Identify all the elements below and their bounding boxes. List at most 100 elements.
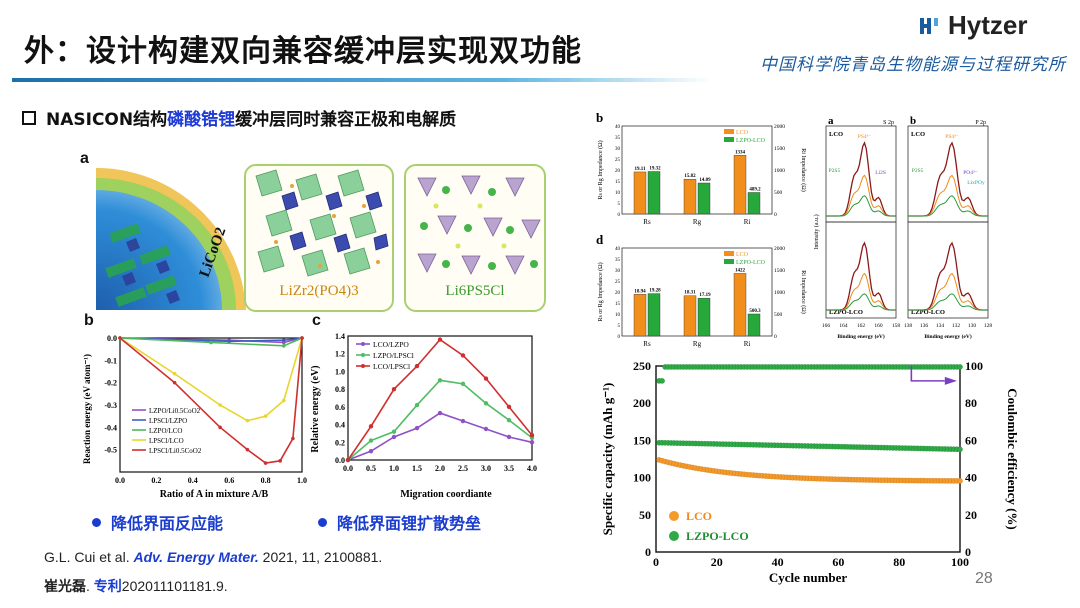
patent-number: 202011101181.9. [121,578,228,594]
lpscl-structure-box: Li6PS5Cl [404,164,546,312]
xps-bottom-fit [826,241,896,311]
xps-annotation: P2S5 [912,168,924,174]
xps-p2p-panel: b P 2p LCO LZPO-LCO PS4³⁻ P2S5 PO4³⁻ LixPOy 138 1… [904,112,993,350]
imp-ytick-left: 35 [615,258,621,263]
rx-point [118,336,122,340]
imp-legend-lzpo: LZPO-LCO [736,138,766,144]
xps-s2p-panel: a S 2p Intensity (a.u.) LCO LZPO-LCO PS4³⁻ P2S… [812,112,904,350]
imp-bar-label-lco: 1422 [735,268,746,273]
cyc-xtick: 60 [832,555,844,569]
xps-xtick: 132 [952,323,961,329]
xps-xtick: 164 [839,323,848,329]
imp-bar-label-lzpo: 500.3 [749,309,761,314]
imp-bar-lzpo [747,192,761,215]
cyc-legend-lco-marker [669,511,679,521]
imp-bar-label-lzpo: 489.2 [749,187,761,192]
imp-ytick-right: 2000 [774,124,785,130]
cyc-ytick-left: 150 [633,433,651,447]
imp-ytick-left: 30 [615,269,621,274]
bullet-suffix: 缓冲层同时兼容正极和电解质 [235,110,457,130]
lzpo-crystal-illustration [255,169,389,277]
mg-ytick: 0.0 [335,456,345,465]
mg-xtick: 2.5 [458,464,468,473]
xps-panel-label: a [828,115,834,127]
bullet-highlight: 磷酸锆锂 [167,110,236,130]
mg-point [460,353,466,358]
imp-bar-lzpo [647,171,661,215]
rx-point [291,436,295,441]
rx-ytick: -0.5 [104,446,117,455]
institute-name: 中国科学院青岛生物能源与过程研究所 [760,55,1066,75]
cyc-xtick: 20 [711,555,723,569]
xps-xtick: 138 [904,323,912,329]
cyc-arrow-icon [944,376,957,385]
imp-ytick-left: 0 [618,213,621,218]
blue-dot-icon [92,517,101,527]
rx-series-line [119,337,303,343]
imp-bar-label-lzpo: 17.19 [699,293,711,298]
rx-ylabel: Reaction energy (eV atom⁻¹) [82,354,92,464]
mg-ytick: 0.4 [335,421,345,430]
mg-point [368,448,374,454]
bullet-prefix: NASICON结构 [46,110,168,130]
rx-xtick: 0.2 [151,476,161,485]
mg-ytick: 0.6 [335,403,345,412]
mg-point [506,417,512,423]
xps-bottom-frame [825,221,897,319]
mg-point [368,438,374,443]
xps-xtick: 134 [936,323,945,329]
page-number: 28 [975,570,993,587]
xps-bottom-fit [908,241,988,311]
licoo2-illustration: LiCoO2 [96,168,246,310]
imp-ytick-left: 40 [615,125,621,130]
imp-ytick-left: 10 [615,313,621,318]
cyc-ytick-right: 20 [965,508,977,522]
imp-category-label: Ri [744,218,751,226]
mg-xtick: 2.0 [435,464,445,473]
mg-point [483,401,489,406]
mg-point [506,404,512,410]
imp-ylabel-right: Ri Impedance (Ω) [800,270,807,313]
imp-ytick-right: 0 [774,212,777,218]
imp-bar-lco [633,294,647,337]
imp-legend-lco: LCO [736,252,749,258]
rx-ytick: -0.4 [104,423,117,432]
rx-point [282,344,286,348]
mg-legend-marker [361,353,365,357]
cyc-xlabel: Cycle number [769,570,848,585]
rx-xtick: 0.4 [188,476,198,485]
imp-bar-label-lco: 1334 [735,150,746,155]
rx-xtick: 0.6 [224,476,234,485]
mg-point [437,410,443,416]
reaction-energy-chart: b Reaction energy (eV atom⁻¹) Ratio of A… [82,312,312,502]
imp-ytick-left: 15 [615,302,621,307]
cyc-ylabel-left: Specific capacity (mAh g⁻¹) [600,383,615,536]
imp-legend-lco: LCO [736,130,749,136]
rx-series-line [119,337,303,464]
patent-word: 专利 [93,578,122,594]
takeaway-right-text: 降低界面锂扩散势垒 [337,514,482,533]
xps-annotation: Li2S [875,170,886,176]
mg-legend-marker [361,364,365,368]
cyc-legend-lco: LCO [686,509,712,523]
xps-panel-label: b [910,115,916,127]
imp-legend-swatch-lzpo [724,137,734,142]
lpscl-label: Li6PS5Cl [445,283,505,299]
mg-point [391,434,397,440]
rx-series-line [119,337,303,347]
mg-ylabel: Relative energy (eV) [310,365,321,452]
rx-point [218,425,222,430]
xps-top-component [908,195,988,217]
rx-point [263,414,268,418]
panel-label-c: c [312,312,321,329]
mg-xtick: 0.0 [343,464,353,473]
citation-journal[interactable]: Adv. Energy Mater. [133,549,259,565]
xps-bottom-component [908,293,988,311]
mg-point [391,429,397,434]
imp-ytick-left: 15 [615,180,621,185]
rx-point [218,403,222,407]
mg-point [483,376,489,381]
cyc-xtick: 40 [772,555,784,569]
mg-legend-label: LCO/LPSCl [373,362,410,371]
mg-xtick: 4.0 [527,464,537,473]
